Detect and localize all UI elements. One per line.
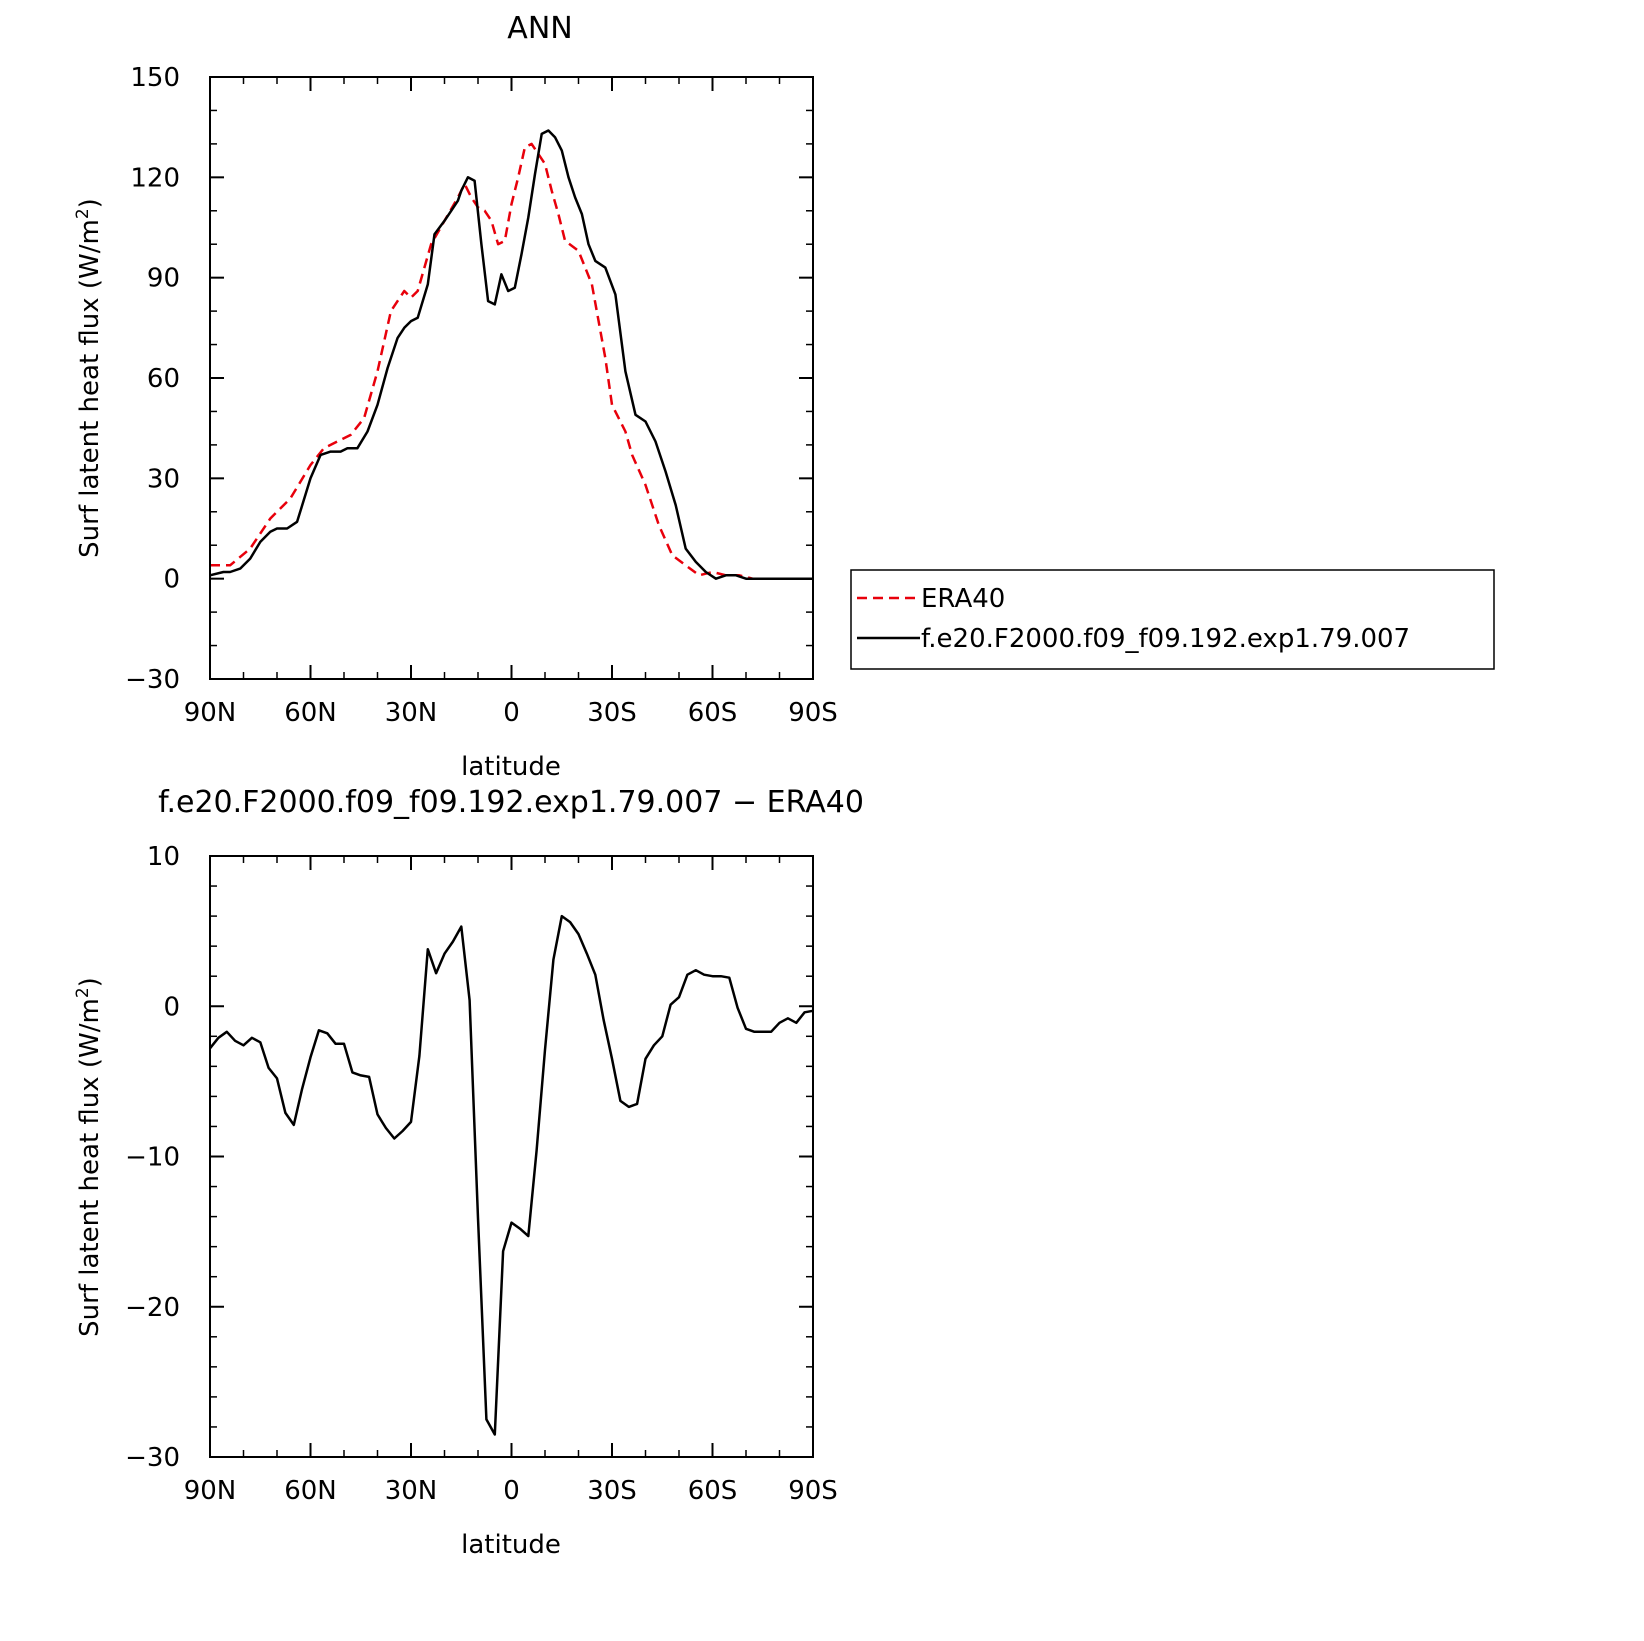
bottom-x-tick-label: 90N [184,1476,237,1506]
top-y-tick-label: 90 [147,264,180,294]
bottom-x-tick-label: 90S [788,1476,838,1506]
top-series-group [209,129,813,580]
top-panel: ANN 90N 60N 30N 0 30S 60S 90S−300306090120150 … [73,11,838,782]
legend-label-model: f.e20.F2000.f09_f09.192.exp1.79.007 [921,624,1410,654]
bottom-panel: f.e20.F2000.f09_f09.192.exp1.79.007 − ER… [73,785,864,1560]
bottom-y-tick-label: −30 [125,1443,180,1473]
top-series-line-1 [209,129,813,580]
bottom-y-axis-label: Surf latent heat flux (W/m2) [73,977,105,1337]
bottom-y-tick-label: 0 [163,992,180,1022]
legend: ERA40 f.e20.F2000.f09_f09.192.exp1.79.00… [850,569,1495,670]
top-y-tick-label: 120 [130,163,180,193]
top-y-tick-label: 60 [147,364,180,394]
top-x-tick-label: 30N [385,698,438,728]
bottom-series-line-0 [209,914,814,1436]
legend-label-era40: ERA40 [921,584,1005,614]
top-x-tick-label: 60S [688,698,738,728]
top-y-tick-label: 150 [130,63,180,93]
bottom-series-group [209,914,814,1436]
top-x-tick-label: 60N [284,698,337,728]
top-x-tick-label: 30S [587,698,637,728]
bottom-x-axis-label: latitude [461,1530,561,1560]
bottom-x-tick-label: 60N [284,1476,337,1506]
top-axis-labels: 90N 60N 30N 0 30S 60S 90S −30 0 30 60 90 120 150 [125,63,838,728]
top-axes [209,76,814,680]
bottom-x-tick-label: 0 [503,1476,520,1506]
bottom-y-tick-label: −20 [125,1293,180,1323]
top-plot-frame [209,76,814,680]
top-y-tick-label: 0 [163,565,180,595]
bottom-y-tick-label: 10 [147,842,180,872]
bottom-x-tick-label: 30N [385,1476,438,1506]
bottom-x-tick-label: 30S [587,1476,637,1506]
legend-box [850,569,1495,670]
bottom-x-tick-label: 60S [688,1476,738,1506]
top-y-tick-label: 30 [147,464,180,494]
top-x-tick-label: 0 [503,698,520,728]
bottom-plot-frame [209,855,814,1458]
top-x-axis-label: latitude [461,752,561,782]
bottom-axes [209,855,814,1458]
bottom-chart-title: f.e20.F2000.f09_f09.192.exp1.79.007 − ER… [158,785,864,820]
bottom-axis-labels: 90N 60N 30N 0 30S 60S 90S −30 −20 −10 0 10 [125,842,838,1506]
top-series-line-0 [210,142,813,580]
top-x-tick-label: 90S [788,698,838,728]
top-y-tick-label: −30 [125,665,180,695]
top-y-axis-label: Surf latent heat flux (W/m2) [73,198,105,558]
top-chart-title: ANN [507,11,572,46]
bottom-y-tick-label: −10 [125,1143,180,1173]
top-x-tick-label: 90N [184,698,237,728]
